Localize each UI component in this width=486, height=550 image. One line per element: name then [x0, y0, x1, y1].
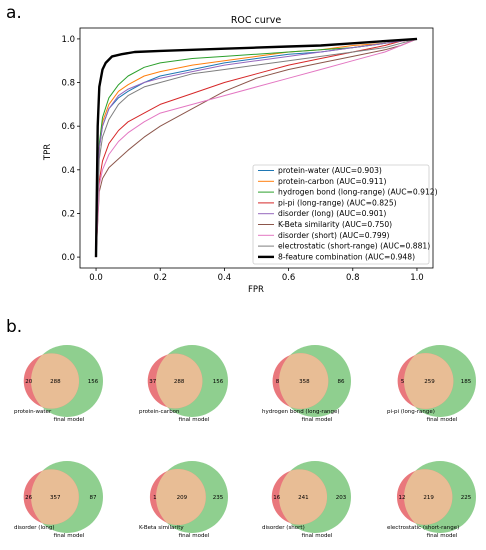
venn-left-label: protein-carbon [139, 409, 180, 415]
y-tick-label: 0.2 [61, 209, 75, 219]
venn-diagram: 8 358 86 hydrogen bond (long-range) final mo… [262, 345, 351, 423]
venn-right-label: final model [54, 533, 85, 539]
venn-overlap-count: 288 [50, 379, 61, 385]
venn-left-label: hydrogen bond (long-range) [262, 409, 340, 415]
legend: protein-water (AUC=0.903) protein-carbon … [252, 164, 438, 265]
x-tick-label: 0.8 [346, 273, 360, 283]
venn-left-count: 12 [398, 495, 405, 501]
venn-right-label: final model [179, 533, 210, 539]
venn-left-count: 37 [149, 379, 156, 385]
venn-right-label: final model [302, 417, 333, 423]
venn-right-label: final model [179, 417, 210, 423]
x-tick-label: 0.0 [89, 273, 103, 283]
venn-left-count: 26 [25, 495, 32, 501]
venn-overlap-count: 288 [174, 379, 185, 385]
venn-right-count: 203 [336, 495, 347, 501]
venn-right-label: final model [54, 417, 85, 423]
legend-entry: disorder (long) (AUC=0.901) [278, 209, 386, 218]
venn-right-count: 86 [338, 379, 345, 385]
venn-left-count: 16 [273, 495, 280, 501]
venn-left-count: 8 [276, 379, 280, 385]
x-tick-label: 0.2 [153, 273, 167, 283]
x-tick-label: 0.6 [282, 273, 296, 283]
y-axis-label: TPR [43, 144, 53, 161]
legend-entry: K-Beta similarity (AUC=0.750) [278, 220, 392, 229]
venn-diagram: 26 357 87 disorder (long)final model [14, 461, 103, 539]
roc-line-3 [95, 38, 418, 258]
y-tick-label: 0.6 [61, 122, 75, 132]
chart-title: ROC curve [231, 15, 282, 26]
venn-right-count: 156 [213, 379, 224, 385]
y-tick-label: 0.8 [61, 79, 75, 89]
venn-diagram: 5 259 185 pi-pi (long-range) final model [387, 345, 476, 423]
legend-entry: pi-pi (long-range) (AUC=0.825) [278, 198, 397, 207]
venn-overlap [156, 353, 203, 409]
roc-line-6 [95, 38, 418, 258]
venn-left-label: protein-water [14, 409, 52, 415]
axis-ticks: 0.0 0.2 0.4 0.6 0.8 1.0 0.0 0.2 0.4 0.6 0.8 1.0 [61, 35, 423, 283]
roc-chart: ROC curve 0.0 0.2 0.4 0.6 0.8 1.0 0.0 0.2 0.4 0.6… [43, 15, 438, 295]
y-tick-label: 0.4 [61, 166, 75, 176]
venn-overlap-count: 209 [177, 495, 188, 501]
legend-entry: electrostatic (short-range) (AUC=0.881) [278, 242, 430, 251]
venn-left-label: disorder (short) [262, 525, 305, 531]
venn-right-count: 235 [213, 495, 224, 501]
x-tick-label: 1.0 [410, 273, 424, 283]
venn-left-count: 5 [401, 379, 405, 385]
roc-series [94, 37, 418, 258]
panel-a-label: a. [6, 3, 22, 23]
x-axis-label: FPR [248, 285, 264, 295]
venn-overlap-count: 358 [299, 379, 310, 385]
roc-line-5 [95, 38, 418, 258]
roc-line-8 [94, 37, 418, 258]
roc-line-1 [95, 38, 418, 258]
venn-overlap [31, 353, 80, 409]
legend-entry: 8-feature combination (AUC=0.948) [278, 252, 415, 261]
venn-right-count: 156 [88, 379, 99, 385]
venn-left-label: K-Beta similarity [139, 525, 184, 531]
venn-right-label: final model [427, 533, 458, 539]
roc-line-4 [95, 38, 418, 258]
venn-overlap-count: 357 [50, 495, 61, 501]
venn-right-count: 225 [461, 495, 472, 501]
legend-entry: protein-carbon (AUC=0.911) [278, 177, 386, 186]
venn-overlap [31, 469, 79, 525]
legend-entry: disorder (short) (AUC=0.799) [278, 231, 390, 240]
venn-overlap-count: 259 [424, 379, 435, 385]
venn-left-label: pi-pi (long-range) [387, 409, 435, 415]
venn-right-label: final model [427, 417, 458, 423]
venn-right-count: 185 [461, 379, 472, 385]
venn-overlap [156, 469, 206, 525]
y-tick-label: 0.0 [61, 253, 75, 263]
venn-overlap [404, 353, 454, 409]
venn-left-count: 20 [25, 379, 32, 385]
venn-overlap [279, 353, 329, 409]
panel-b-label: b. [6, 317, 22, 337]
venn-overlap-count: 219 [423, 495, 434, 501]
roc-line-7 [95, 38, 418, 258]
venn-left-label: disorder (long) [14, 525, 54, 531]
venn-overlap-count: 241 [298, 495, 309, 501]
venn-right-label: final model [302, 533, 333, 539]
y-tick-label: 1.0 [61, 35, 75, 45]
venn-diagram: 37 288 156 protein-carbon final model [139, 345, 228, 423]
x-tick-label: 0.4 [218, 273, 232, 283]
venn-overlap [279, 469, 328, 525]
venn-left-label: electrostatic (short-range) [387, 525, 459, 531]
legend-box [252, 164, 430, 265]
venn-left-count: 1 [153, 495, 157, 501]
venn-diagram: 16 241 203 disorder (short) final model [262, 461, 351, 539]
venn-diagram: 1 209 235 K-Beta similarity final model [139, 461, 228, 539]
legend-entry: protein-water (AUC=0.903) [278, 166, 382, 175]
legend-entry: hydrogen bond (long-range) (AUC=0.912) [278, 188, 438, 197]
venn-overlap [404, 469, 453, 525]
venn-right-count: 87 [90, 495, 97, 501]
venn-diagram: 12 219 225 electrostatic (short-range) final… [387, 461, 476, 539]
